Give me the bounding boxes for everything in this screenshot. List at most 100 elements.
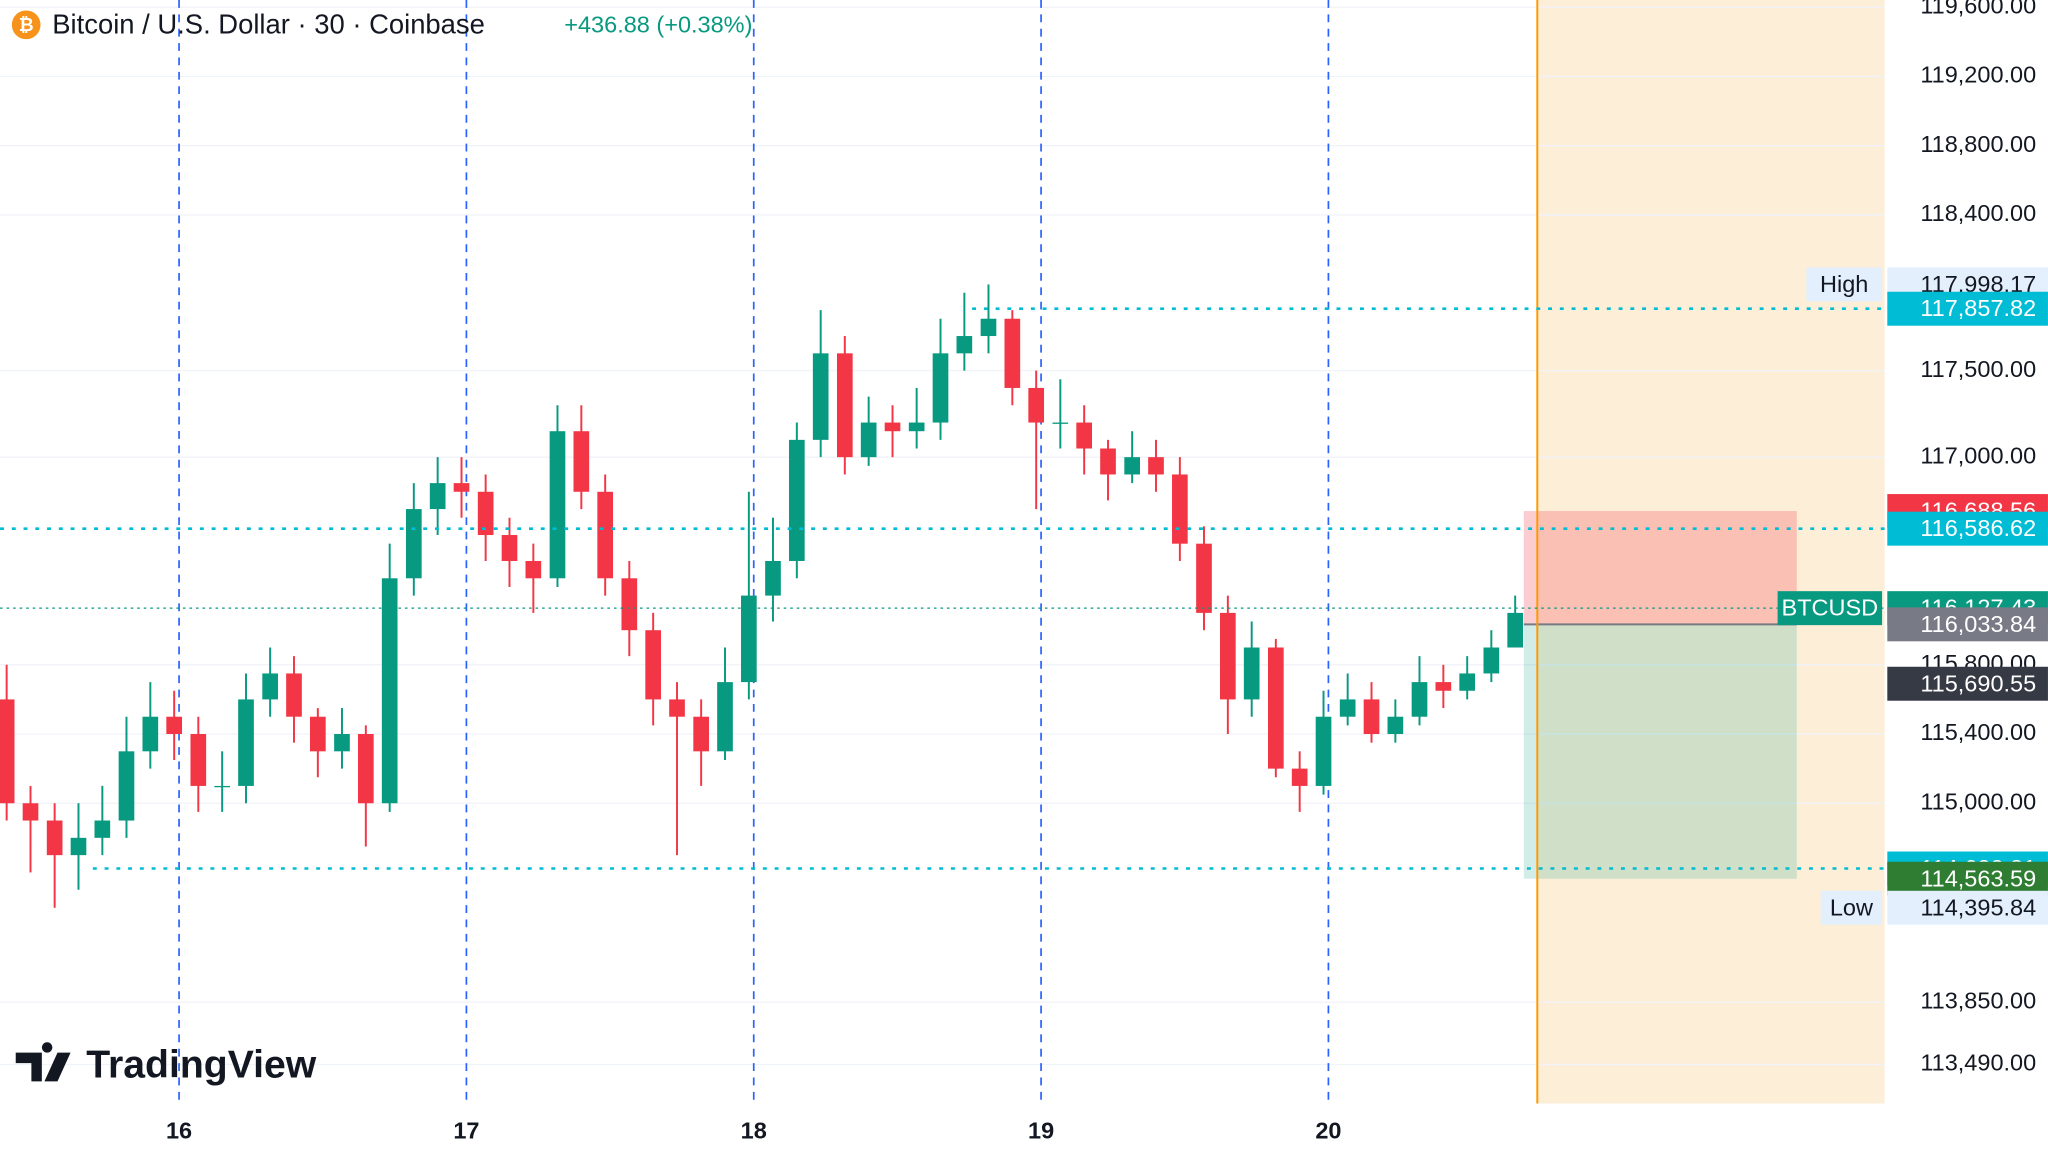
candle-body — [46, 820, 63, 856]
candle-body — [788, 439, 805, 561]
candle-body — [765, 560, 781, 596]
candle-body — [357, 734, 374, 804]
candle-body — [477, 491, 494, 536]
candle-body — [621, 578, 638, 631]
candle-body — [525, 560, 542, 579]
y-tick-label: 113,490.00 — [1920, 1050, 2036, 1076]
candle-body — [1267, 647, 1284, 769]
candle-body — [214, 785, 230, 788]
candle-body — [932, 353, 949, 423]
candle-body — [741, 595, 757, 683]
candle-body — [549, 431, 566, 579]
candle-body — [836, 353, 853, 458]
y-tick-label: 118,800.00 — [1920, 131, 2036, 157]
watermark: TradingView — [86, 1043, 317, 1086]
candle-body — [597, 491, 614, 579]
candle-body — [1052, 422, 1069, 424]
candle-body — [645, 630, 662, 700]
candle-body — [1028, 387, 1045, 423]
candle-body — [717, 682, 733, 752]
candle-body — [453, 483, 470, 492]
candle-body — [22, 803, 39, 821]
candle-body — [1196, 543, 1212, 613]
candle-body — [334, 734, 350, 752]
tag-name-box — [1806, 267, 1883, 302]
time-axis — [0, 1103, 1885, 1159]
candle-body — [573, 431, 590, 492]
price-tag — [1887, 291, 2048, 326]
x-tick-label: 17 — [453, 1118, 479, 1144]
candle-body — [1220, 612, 1236, 700]
candle-body — [1100, 448, 1116, 475]
candle-body — [1459, 673, 1476, 691]
coin-icon — [11, 10, 41, 40]
price-tag-label: 114,395.84 — [1920, 894, 2036, 920]
tag-name: High — [1820, 271, 1868, 297]
y-tick-label: 113,850.00 — [1920, 987, 2036, 1013]
candle-body — [501, 535, 518, 561]
candle-body — [1315, 716, 1332, 786]
candle-body — [190, 734, 207, 786]
candle-body — [1483, 647, 1500, 674]
price-tag-label: 117,857.82 — [1920, 295, 2036, 321]
candle-body — [693, 716, 709, 752]
y-tick-label: 119,200.00 — [1920, 62, 2036, 88]
candle-body — [908, 422, 925, 432]
candle-body — [1148, 457, 1164, 475]
candle-body — [1339, 699, 1356, 717]
candle-body — [94, 820, 111, 838]
price-tag-label: 116,586.62 — [1920, 515, 2036, 541]
x-tick-label: 18 — [741, 1118, 767, 1144]
candle-body — [166, 716, 183, 735]
candle-body — [884, 422, 901, 432]
candle-body — [669, 699, 685, 717]
coin-symbol: ₿ — [19, 14, 34, 35]
candle-body — [812, 353, 829, 440]
candle-body — [1004, 318, 1021, 388]
candle-body — [1387, 716, 1404, 735]
chart-title: Bitcoin / U.S. Dollar · 30 · Coinbase — [52, 8, 485, 39]
candle-body — [1363, 699, 1380, 735]
x-tick-label: 19 — [1028, 1118, 1054, 1144]
candle-body — [118, 751, 135, 821]
x-tick-label: 16 — [166, 1118, 192, 1144]
candle-body — [262, 673, 278, 700]
price-tag — [1887, 511, 2048, 546]
logo-mark — [15, 1042, 71, 1082]
candle-body — [860, 422, 877, 458]
price-tag — [1887, 607, 2048, 642]
candle-body — [286, 673, 302, 717]
y-tick-label: 117,000.00 — [1920, 442, 2036, 468]
price-tag — [1887, 890, 2048, 925]
price-tag — [1887, 861, 2048, 896]
candle-body — [310, 716, 326, 752]
y-tick-label: 117,500.00 — [1920, 356, 2036, 382]
candle-body — [1435, 682, 1452, 691]
candle-body — [142, 716, 159, 752]
price-tag-label: 115,690.55 — [1920, 670, 2036, 696]
price-tag-label: 114,563.59 — [1920, 865, 2036, 891]
tag-name: BTCUSD — [1782, 595, 1879, 621]
price-change: +436.88 (+0.38%) — [564, 11, 752, 37]
candle-body — [1124, 457, 1140, 475]
candle-body — [405, 509, 422, 579]
candle-body — [1411, 682, 1428, 717]
price-tag — [1887, 666, 2048, 701]
candle-body — [1507, 612, 1524, 648]
y-tick-label: 118,400.00 — [1920, 200, 2036, 226]
candle-body — [1076, 422, 1093, 449]
tag-name-box — [1820, 890, 1883, 925]
target-zone — [1523, 624, 1797, 879]
candle-body — [1243, 647, 1260, 700]
tag-name: Low — [1830, 894, 1874, 920]
candle-body — [70, 837, 87, 856]
price-tag-label: 116,033.84 — [1920, 611, 2036, 637]
candle-body — [238, 699, 254, 786]
x-tick-label: 20 — [1315, 1118, 1341, 1144]
y-tick-label: 115,400.00 — [1920, 719, 2036, 745]
candle-body — [429, 483, 446, 510]
logo: TradingView — [15, 1042, 317, 1086]
candle-body — [381, 578, 398, 804]
